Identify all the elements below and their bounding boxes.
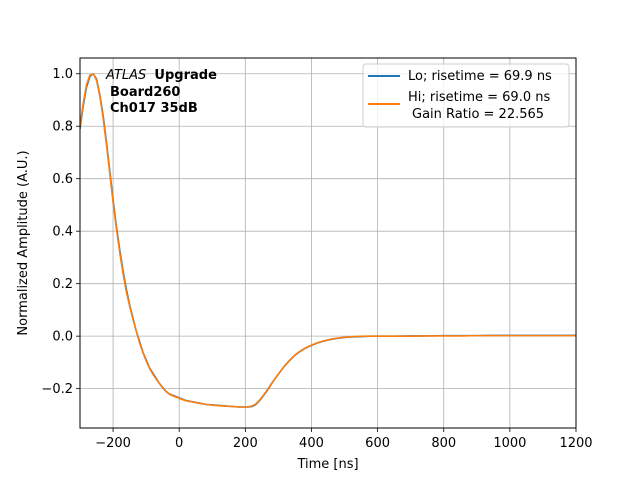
x-tick-label: 800	[431, 436, 456, 451]
y-tick-label: 0.0	[52, 330, 73, 345]
y-tick-label: 0.6	[52, 172, 73, 187]
x-tick-label: 1200	[559, 436, 592, 451]
svg-text:ATLAS Upgrade: ATLAS Upgrade	[105, 68, 217, 83]
legend-box	[362, 63, 570, 128]
legend-label-hi: Hi; risetime = 69.0 ns	[408, 90, 550, 105]
annotation-channel: Ch017 35dB	[110, 101, 198, 116]
x-tick-label: 600	[365, 436, 390, 451]
x-tick-label: −200	[95, 436, 131, 451]
series-line-hi	[80, 72, 576, 408]
y-tick-label: 0.4	[52, 225, 73, 240]
annotation-atlas: ATLAS	[105, 68, 146, 83]
x-axis: −200 0 200 400 600 800 1000 1200	[95, 428, 593, 451]
x-tick-label: 400	[299, 436, 324, 451]
y-tick-label: 0.8	[52, 120, 73, 135]
annotation: ATLAS Upgrade Board260 Ch017 35dB	[105, 68, 217, 116]
y-tick-label: 1.0	[52, 67, 73, 82]
y-axis: −0.2 0.0 0.2 0.4 0.6 0.8 1.0	[41, 67, 80, 397]
x-axis-label: Time [ns]	[296, 457, 358, 472]
annotation-board: Board260	[110, 85, 180, 100]
y-tick-label: 0.2	[52, 277, 73, 292]
series-layer	[80, 72, 576, 408]
y-tick-label: −0.2	[41, 382, 73, 397]
legend-label-lo: Lo; risetime = 69.9 ns	[408, 69, 552, 84]
legend: Lo; risetime = 69.9 ns Hi; risetime = 69…	[362, 63, 570, 128]
y-axis-label: Normalized Amplitude (A.U.)	[16, 150, 31, 335]
annotation-upgrade: Upgrade	[154, 68, 217, 83]
legend-label-gain-ratio: Gain Ratio = 22.565	[412, 107, 544, 122]
x-tick-label: 0	[175, 436, 183, 451]
x-tick-label: 200	[233, 436, 258, 451]
plot-frame	[79, 57, 577, 429]
x-tick-label: 1000	[493, 436, 526, 451]
